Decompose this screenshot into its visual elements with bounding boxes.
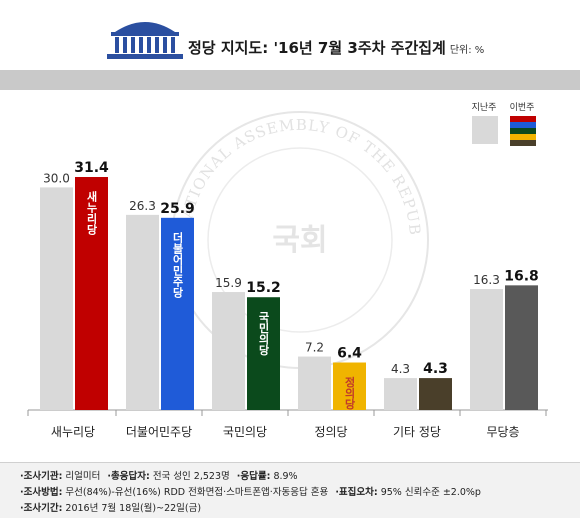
footer-label: ·응답률: [236,471,271,482]
title-text: 정당 지지도: '16년 7월 3주차 주간집계 [188,39,446,57]
footer-line-2: ·조사방법: 무선(84%)-유선(16%) RDD 전화면접·스마트폰앱·자동… [20,484,485,498]
legend-swatch-current-stripe [510,116,536,122]
footer-value: 리얼미터 [65,471,101,482]
footer-label: ·조사기간: [20,503,63,514]
category-label: 무당층 [486,425,519,439]
footer-label: ·표집오차: [335,487,378,498]
party-logo-text: 국민의당 [257,311,270,356]
page-title: 정당 지지도: '16년 7월 3주차 주간집계 단위: % [188,37,484,58]
party-logo-text: 더불어민주당 [171,231,184,299]
party-support-chart: NATIONAL ASSEMBLY OF THE REPUBLIC OF KOR… [0,76,580,460]
footer-value: 전국 성인 2,523명 [152,471,230,482]
bar-previous-week [470,289,503,410]
national-assembly-icon [107,22,183,59]
chart-svg: NATIONAL ASSEMBLY OF THE REPUBLIC OF KOR… [0,76,548,439]
survey-footer: ·조사기관: 리얼미터 ·총응답자: 전국 성인 2,523명 ·응답률: 8.… [0,462,580,518]
data-label-previous: 26.3 [129,199,156,213]
category-label: 기타 정당 [393,425,441,439]
footer-line-1: ·조사기관: 리얼미터 ·총응답자: 전국 성인 2,523명 ·응답률: 8.… [20,468,302,482]
legend-swatch-current-stripe [510,128,536,134]
bar-current-week [419,378,452,410]
bar-current-week [247,297,280,410]
bar-previous-week [40,187,73,410]
data-label-previous: 30.0 [43,171,70,185]
footer-label: ·조사방법: [20,487,63,498]
legend-label-previous: 지난주 [472,102,497,113]
category-label: 새누리당 [51,425,95,439]
footer-label: ·조사기관: [20,471,63,482]
legend-swatch-current-stripe [510,134,536,140]
bar-current-week [161,217,194,410]
data-label-previous: 16.3 [473,273,500,287]
legend-swatch-current-stripe [510,140,536,146]
data-label-previous: 15.9 [215,276,242,290]
category-label: 국민의당 [223,425,267,439]
legend-swatch-previous [472,116,498,144]
party-logo-text: 새누리당 [85,190,98,236]
data-label-current: 4.3 [423,361,448,377]
data-label-current: 6.4 [337,346,362,362]
seal-center-text: 국회 [272,223,327,258]
legend-label-current: 이번주 [510,102,535,113]
bar-previous-week [126,214,159,410]
footer-value: 8.9% [273,471,298,482]
unit-label: 단위: % [449,45,485,56]
data-label-current: 25.9 [160,201,195,217]
bar-current-week [75,177,108,410]
party-logo-text: 정의당 [343,375,356,410]
data-label-previous: 7.2 [305,341,324,355]
bar-previous-week [384,378,417,410]
footer-value: 무선(84%)-유선(16%) RDD 전화면접·스마트폰앱·자동응답 혼용 [65,487,329,498]
data-label-current: 31.4 [74,160,109,176]
footer-line-3: ·조사기간: 2016년 7월 18일(월)~22일(금) [20,500,205,514]
bar-current-week [505,285,538,410]
data-label-previous: 4.3 [391,362,410,376]
footer-value: 2016년 7월 18일(월)~22일(금) [65,503,202,514]
footer-label: ·총응답자: [107,471,150,482]
data-label-current: 16.8 [504,268,539,284]
bar-previous-week [298,356,331,410]
footer-value: 95% 신뢰수준 ±2.0%p [380,487,481,498]
category-label: 정의당 [314,425,347,439]
legend-swatch-current-stripe [510,122,536,128]
bar-current-week [333,362,366,410]
category-label: 더불어민주당 [126,425,192,439]
header-band [0,70,580,90]
seal-inner-ring [207,147,393,333]
header: 정당 지지도: '16년 7월 3주차 주간집계 단위: % [0,0,580,66]
data-label-current: 15.2 [246,280,281,296]
bar-previous-week [212,292,245,410]
